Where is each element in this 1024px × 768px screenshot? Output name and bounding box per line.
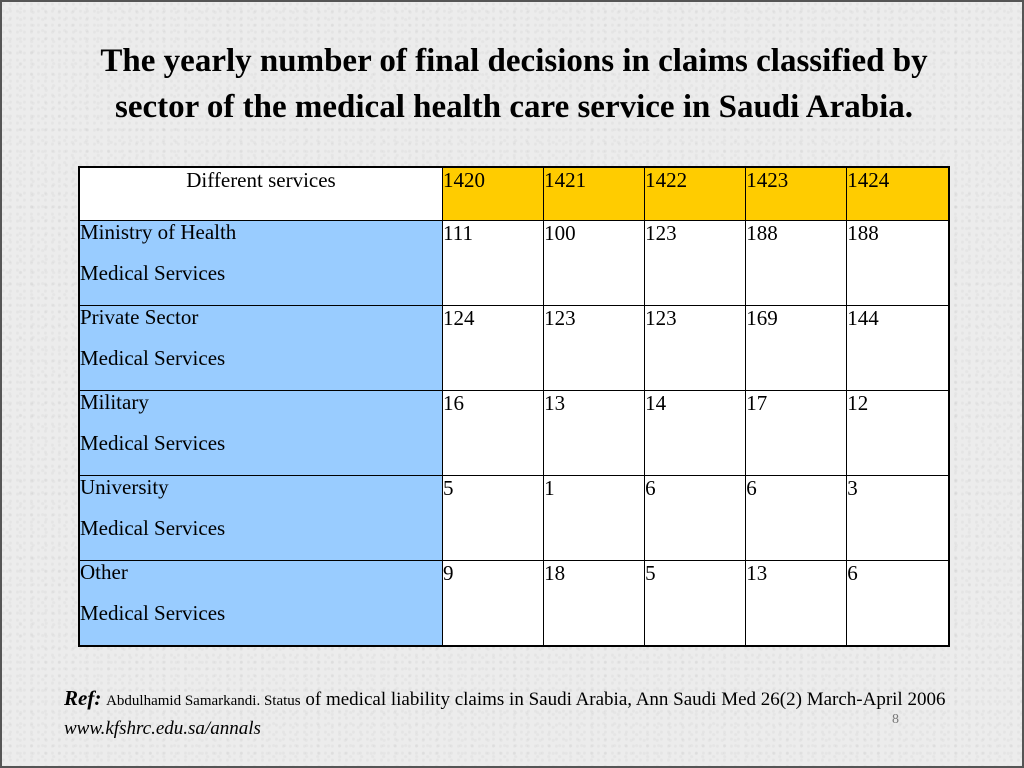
value-cell: 9 (441, 560, 545, 646)
service-type: Medical Services (80, 346, 226, 370)
value-cell: 124 (441, 305, 545, 391)
claims-table: Different services 1420 1421 1422 1423 1… (78, 166, 950, 647)
value-cell: 13 (745, 560, 848, 646)
service-cell: Military Medical Services (78, 390, 443, 476)
service-type: Medical Services (80, 601, 226, 625)
title-line-2: sector of the medical health care servic… (114, 89, 913, 125)
service-type: Medical Services (80, 516, 226, 540)
value-cell: 14 (644, 390, 747, 476)
value-cell: 3 (846, 475, 950, 561)
value-cell: 1 (543, 475, 646, 561)
service-type: Medical Services (80, 261, 226, 285)
header-year-1422: 1422 (644, 166, 747, 221)
table-row-military: Military Medical Services 16 13 14 17 12 (78, 390, 950, 476)
service-name: Military (80, 390, 149, 414)
title-line-1: The yearly number of final decisions in … (100, 43, 928, 79)
value-cell: 123 (644, 220, 747, 306)
service-cell: Other Medical Services (78, 560, 443, 646)
value-cell: 6 (846, 560, 950, 646)
value-cell: 13 (543, 390, 646, 476)
reference-label: Ref: (64, 686, 102, 710)
service-cell: Ministry of Health Medical Services (78, 220, 443, 306)
value-cell: 100 (543, 220, 646, 306)
table-row-other: Other Medical Services 9 18 5 13 6 (78, 560, 950, 646)
value-cell: 188 (846, 220, 950, 306)
table-row-private-sector: Private Sector Medical Services 124 123 … (78, 305, 950, 391)
value-cell: 6 (644, 475, 747, 561)
header-year-1421: 1421 (543, 166, 646, 221)
reference-url: www.kfshrc.edu.sa/annals (64, 718, 261, 739)
value-cell: 18 (543, 560, 646, 646)
value-cell: 123 (543, 305, 646, 391)
reference-text: of medical liability claims in Saudi Ara… (300, 689, 946, 710)
value-cell: 188 (745, 220, 848, 306)
value-cell: 6 (745, 475, 848, 561)
header-year-1423: 1423 (745, 166, 848, 221)
service-name: Other (80, 560, 128, 584)
header-year-1420: 1420 (441, 166, 545, 221)
table-row-university: University Medical Services 5 1 6 6 3 (78, 475, 950, 561)
value-cell: 17 (745, 390, 848, 476)
service-cell: University Medical Services (78, 475, 443, 561)
value-cell: 123 (644, 305, 747, 391)
table-header-row: Different services 1420 1421 1422 1423 1… (78, 166, 950, 221)
value-cell: 169 (745, 305, 848, 391)
service-name: Private Sector (80, 305, 199, 329)
service-name: University (80, 475, 169, 499)
header-different-services: Different services (78, 166, 443, 221)
slide-title: The yearly number of final decisions in … (2, 38, 1024, 130)
header-year-1424: 1424 (846, 166, 950, 221)
reference-author: Abdulhamid Samarkandi. Status (106, 693, 301, 709)
value-cell: 5 (644, 560, 747, 646)
value-cell: 111 (441, 220, 545, 306)
value-cell: 16 (441, 390, 545, 476)
value-cell: 144 (846, 305, 950, 391)
value-cell: 5 (441, 475, 545, 561)
value-cell: 12 (846, 390, 950, 476)
table-row-ministry-of-health: Ministry of Health Medical Services 111 … (78, 220, 950, 306)
service-name: Ministry of Health (80, 220, 237, 244)
page-number: 8 (892, 712, 899, 727)
service-type: Medical Services (80, 431, 226, 455)
reference-citation: Ref: Abdulhamid Samarkandi. Status of me… (64, 685, 964, 742)
service-cell: Private Sector Medical Services (78, 305, 443, 391)
